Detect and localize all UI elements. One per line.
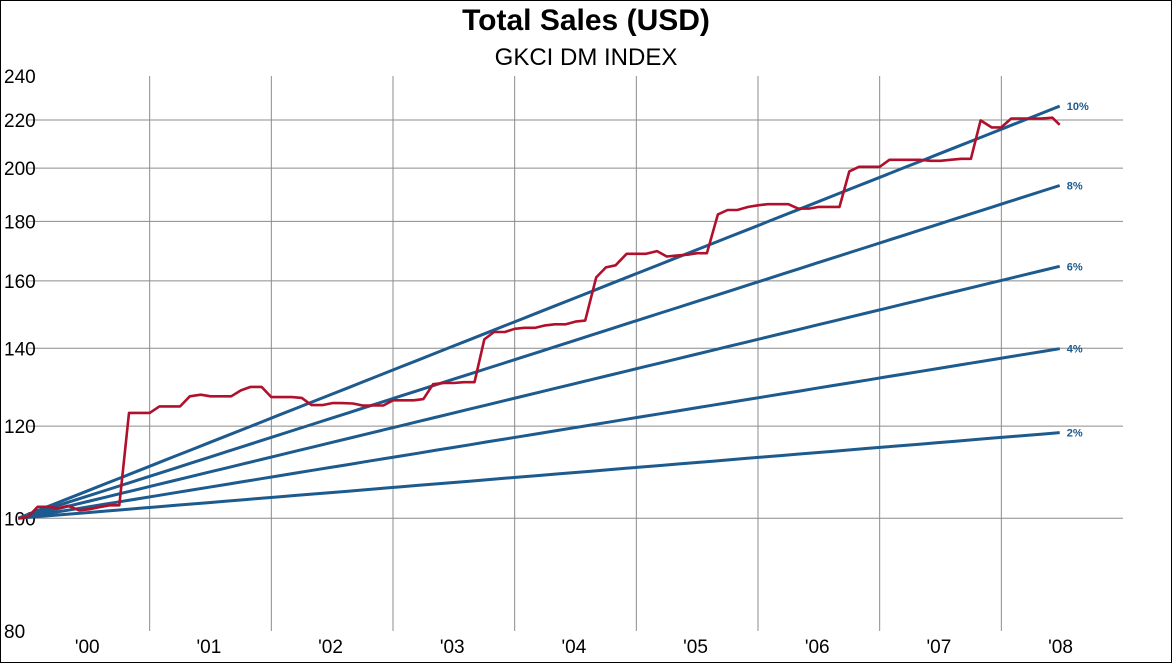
x-tick-label: '07 [927,637,952,658]
y-tick-label: 120 [4,417,36,438]
y-tick-label: 220 [4,111,36,132]
sales-line [18,118,1059,519]
x-tick-label: '08 [1048,637,1073,658]
y-tick-label: 200 [4,159,36,180]
x-tick-label: '00 [75,637,100,658]
y-tick-label: 160 [4,272,36,293]
x-axis-ticks: '00 '01 '02 '03 '04 '05 '06 '07 '08 [75,637,1073,658]
x-tick-label: '01 [197,637,222,658]
y-tick-label: 80 [4,622,25,643]
x-tick-label: '06 [805,637,830,658]
reference-growth-lines: 2% 4% 6% 8% 10% [18,101,1089,518]
x-tick-label: '05 [683,637,708,658]
x-tick-label: '04 [562,637,587,658]
reference-line-4pct [18,349,1059,519]
sales-series [18,118,1059,519]
reference-label: 2% [1067,428,1083,440]
reference-label: 10% [1067,101,1089,113]
y-tick-label: 140 [4,339,36,360]
reference-line-8pct [18,186,1059,519]
reference-label: 4% [1067,344,1083,356]
reference-line-2pct [18,433,1059,519]
x-tick-label: '02 [318,637,343,658]
reference-label: 6% [1067,261,1083,273]
y-tick-label: 240 [4,67,36,88]
reference-label: 8% [1067,180,1083,192]
reference-line-6pct [18,266,1059,518]
x-tick-label: '03 [440,637,465,658]
y-tick-label: 180 [4,212,36,233]
